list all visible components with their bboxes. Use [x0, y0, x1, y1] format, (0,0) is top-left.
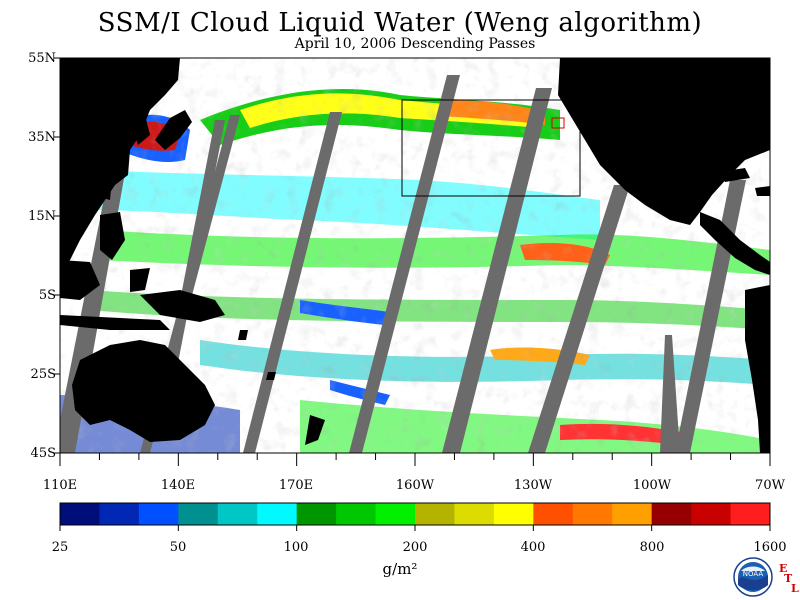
colorbar-label-1600: 1600: [753, 540, 787, 555]
colorbar-swatch: [612, 503, 653, 525]
colorbar-swatch: [257, 503, 298, 525]
colorbar-swatch: [454, 503, 495, 525]
new-guinea-land: [140, 290, 225, 322]
colorbar-label-25: 25: [51, 540, 69, 555]
land-masses: [60, 58, 770, 453]
colorbar-swatch: [651, 503, 692, 525]
map-panel: [60, 58, 770, 453]
lon-label-70w: 70W: [755, 478, 785, 493]
colorbar-ticks: [59, 525, 771, 531]
lon-label-130w: 130W: [513, 478, 553, 493]
colorbar-units: g/m²: [382, 560, 418, 578]
north-america-land: [558, 58, 770, 225]
etl-letter-l: L: [791, 582, 799, 595]
etl-letter-t: T: [784, 572, 793, 585]
colorbar-swatch: [691, 503, 732, 525]
borneo-land: [60, 260, 100, 300]
japan-land: [155, 110, 192, 150]
lat-label-55n: 55N: [28, 51, 56, 66]
colorbar-label-50: 50: [169, 540, 187, 555]
colorbar: [60, 503, 771, 525]
lon-label-160w: 160W: [395, 478, 435, 493]
colorbar-swatch: [572, 503, 613, 525]
colorbar-label-400: 400: [520, 540, 546, 555]
colorbar-swatch: [493, 503, 534, 525]
colorbar-swatch: [217, 503, 258, 525]
lat-label-25s: 25S: [30, 367, 56, 382]
colorbar-label-200: 200: [402, 540, 428, 555]
colorbar-swatch: [138, 503, 179, 525]
map-title: SSM/I Cloud Liquid Water (Weng algorithm…: [97, 8, 703, 38]
lat-label-45s: 45S: [30, 446, 56, 461]
lat-label-15n: 15N: [28, 209, 56, 224]
longitude-ticks: [59, 453, 771, 466]
latitude-ticks: [54, 57, 60, 454]
swath-gaps: [60, 75, 746, 453]
colorbar-swatch: [296, 503, 337, 525]
australia-land: [72, 340, 215, 442]
lat-label-35n: 35N: [28, 130, 56, 145]
etl-letter-e: E: [779, 562, 788, 575]
south-america-land: [745, 285, 770, 453]
colorbar-swatch: [60, 503, 100, 525]
new-zealand-land: [305, 415, 325, 445]
colorbar-swatch: [375, 503, 416, 525]
colorbar-label-800: 800: [639, 540, 665, 555]
lat-label-5s: 5S: [38, 288, 56, 303]
colorbar-swatch: [99, 503, 140, 525]
lon-label-140e: 140E: [160, 478, 196, 493]
central-america-land: [700, 212, 770, 275]
lon-label-170e: 170E: [278, 478, 314, 493]
region-box: [401, 99, 581, 197]
colorbar-swatch: [533, 503, 574, 525]
lon-label-110e: 110E: [42, 478, 78, 493]
noaa-logo: NOAA: [733, 557, 773, 597]
colorbar-swatch: [415, 503, 455, 525]
colorbar-label-100: 100: [283, 540, 309, 555]
noaa-logo-text: NOAA: [743, 570, 764, 578]
map-subtitle: April 10, 2006 Descending Passes: [294, 36, 536, 52]
philippines-land: [100, 212, 125, 260]
colorbar-swatch: [336, 503, 377, 525]
colorbar-swatch: [178, 503, 219, 525]
lon-label-100w: 100W: [632, 478, 672, 493]
colorbar-swatch: [730, 503, 771, 525]
asia-land: [60, 58, 180, 270]
highlight-box: [551, 117, 565, 129]
